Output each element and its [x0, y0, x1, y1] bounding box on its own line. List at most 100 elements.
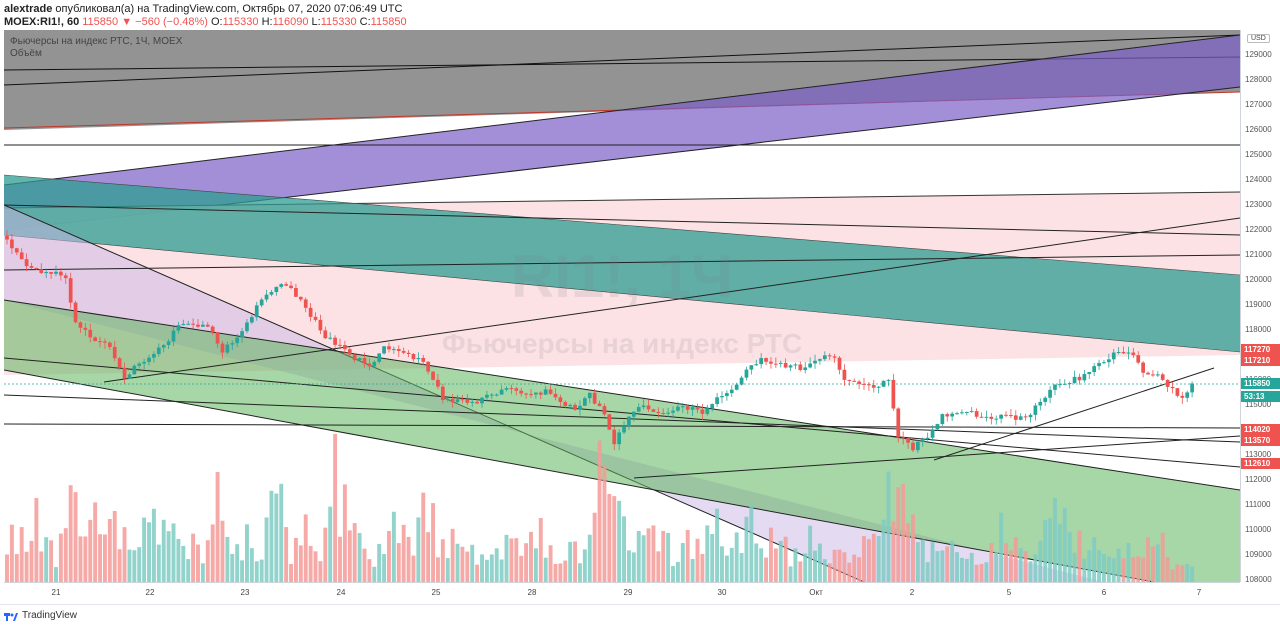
- candle-body: [1018, 416, 1023, 420]
- volume-bar: [494, 548, 499, 582]
- volume-bar: [122, 527, 127, 582]
- candle-body: [891, 379, 896, 409]
- volume-bar: [568, 541, 573, 582]
- volume-bar: [945, 546, 950, 582]
- volume-bar: [88, 519, 93, 582]
- candle-body: [450, 398, 455, 403]
- volume-bar: [1067, 532, 1072, 582]
- candle-body: [1077, 376, 1082, 381]
- candle-body: [436, 379, 440, 387]
- purple-channel[interactable]: [4, 35, 1240, 230]
- trend-line-falling-b[interactable]: [4, 394, 1240, 443]
- price-tag: 115850: [1241, 378, 1280, 389]
- volume-bar: [749, 504, 754, 582]
- candle-body: [1175, 388, 1180, 396]
- volume-bar: [264, 517, 269, 582]
- candle-body: [563, 402, 568, 407]
- candle-body: [886, 379, 891, 381]
- price-tick-label: 111000: [1245, 499, 1271, 509]
- candle-body: [181, 324, 186, 326]
- candle-body: [827, 355, 832, 357]
- volume-bar: [5, 554, 9, 582]
- volume-bar: [151, 508, 156, 582]
- price-tick-label: 125000: [1245, 149, 1272, 159]
- candle-body: [764, 358, 768, 362]
- candle-body: [1146, 372, 1150, 375]
- candle-body: [582, 398, 587, 406]
- legend-volume[interactable]: Объём: [10, 48, 42, 59]
- candle-body: [201, 324, 205, 327]
- teal-channel-bottom[interactable]: [4, 234, 1240, 353]
- volume-bar: [147, 522, 151, 582]
- candle-body: [1004, 414, 1008, 416]
- candle-body: [788, 365, 793, 368]
- price-axis[interactable]: USD 108000 109000 110000 111000 112000 113000…: [1240, 30, 1280, 584]
- candle-body: [245, 322, 249, 332]
- candle-body: [59, 271, 63, 276]
- volume-bar: [1018, 548, 1023, 582]
- volume-bar: [406, 536, 411, 582]
- volume-bar: [656, 551, 661, 582]
- volume-bar: [196, 544, 200, 582]
- trend-line-gray-2[interactable]: [4, 56, 1240, 71]
- volume-bar: [259, 559, 264, 582]
- teal-channel-top[interactable]: [4, 174, 1240, 276]
- candle-body: [338, 344, 342, 346]
- volume-bar: [387, 530, 391, 582]
- candle-body: [396, 349, 401, 351]
- trend-line-horizontal-a[interactable]: [4, 204, 1240, 236]
- candle-body: [107, 342, 112, 347]
- volume-bar: [68, 485, 73, 582]
- volume-bar: [940, 550, 945, 582]
- volume-bar: [695, 538, 700, 582]
- volume-bar: [773, 548, 778, 582]
- time-tick-label: 21: [51, 588, 61, 597]
- green-channel[interactable]: [4, 300, 1240, 582]
- green-channel-top[interactable]: [4, 299, 1240, 491]
- volume-bar: [533, 548, 538, 582]
- teal-channel[interactable]: [4, 175, 1240, 352]
- time-tick-label: Окт: [809, 588, 823, 597]
- price-change: −560 (−0.48%): [135, 16, 208, 28]
- trend-line-gray-1[interactable]: [4, 34, 1240, 86]
- horizontal-line-114020[interactable]: [4, 423, 1240, 429]
- candle-body: [152, 353, 156, 358]
- candle-body: [499, 389, 504, 395]
- volume-bar: [592, 512, 597, 582]
- candle-body: [1033, 405, 1038, 415]
- legend-title[interactable]: Фьючерсы на индекс РТС, 1Ч, MOEX: [10, 36, 183, 47]
- candle-body: [225, 344, 230, 353]
- volume-bar: [489, 554, 494, 582]
- tradingview-logo[interactable]: TradingView: [4, 610, 77, 621]
- volume-bar: [269, 490, 274, 582]
- time-tick-label: 23: [240, 588, 250, 597]
- volume-bar: [1043, 520, 1048, 582]
- candle-body: [103, 341, 107, 343]
- candle-body: [920, 439, 925, 442]
- price-chart[interactable]: [4, 30, 1240, 582]
- author[interactable]: alextrade: [4, 3, 53, 15]
- chart-pane[interactable]: Фьючерсы на индекс РТС, 1Ч, MOEX Объём R…: [4, 30, 1240, 582]
- candle-body: [822, 355, 827, 360]
- trend-line-horizontal-b[interactable]: [4, 254, 1240, 271]
- trend-line-rising-b[interactable]: [633, 435, 1240, 479]
- trend-line-rising-a[interactable]: [103, 217, 1240, 383]
- candle-body: [950, 413, 955, 417]
- volume-bar: [338, 536, 342, 582]
- volume-bar: [822, 559, 827, 582]
- currency-label[interactable]: USD: [1247, 34, 1270, 43]
- candle-body: [254, 305, 259, 318]
- volume-bar: [886, 471, 891, 582]
- candle-body: [631, 411, 636, 417]
- green-channel-bottom[interactable]: [4, 369, 1155, 582]
- purple-channel-top[interactable]: [4, 34, 1240, 186]
- volume-bar: [484, 559, 489, 582]
- candle-body: [739, 377, 744, 385]
- time-axis[interactable]: 21 22 23 24 25 28 29 30 Окт 2 5 6 7: [4, 582, 1240, 605]
- candle-body: [465, 399, 470, 403]
- volume-bar: [382, 554, 387, 582]
- gray-channel[interactable]: [4, 30, 1240, 130]
- volume-bar: [607, 493, 612, 582]
- trend-line-falling-a[interactable]: [4, 357, 1240, 468]
- volume-bar: [896, 487, 901, 582]
